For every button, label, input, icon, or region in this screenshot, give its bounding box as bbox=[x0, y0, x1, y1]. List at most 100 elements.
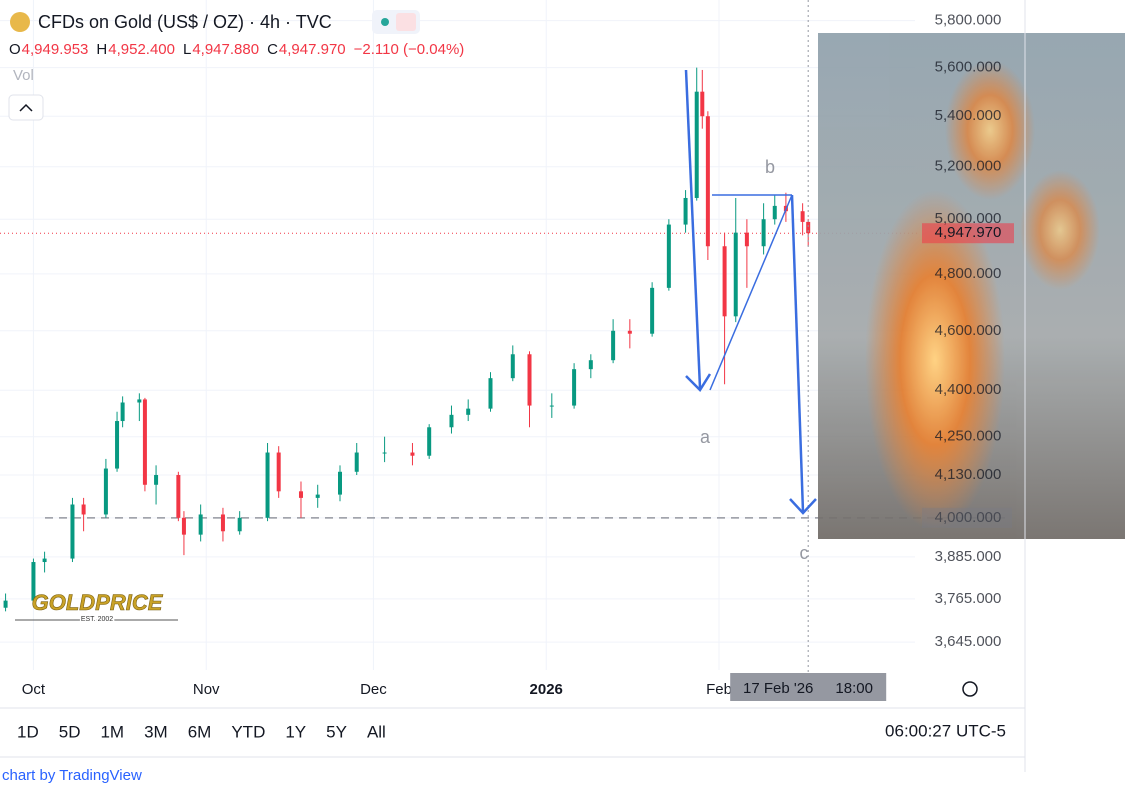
candle-body bbox=[176, 475, 181, 518]
crosshair-time: 18:00 bbox=[835, 680, 873, 697]
bottom-bar: 06:00:27 UTC-5 chart by TradingView Oct N… bbox=[0, 0, 1026, 784]
status-icon bbox=[396, 13, 416, 31]
photo-fire bbox=[1020, 170, 1100, 290]
settings-icon[interactable] bbox=[962, 681, 978, 697]
y-tick-label: 5,000.000 bbox=[935, 210, 1002, 227]
arrow-head bbox=[789, 498, 817, 515]
wave-label: a bbox=[700, 427, 711, 447]
x-tick-label: Oct bbox=[22, 681, 46, 698]
symbol-icon bbox=[10, 12, 30, 32]
x-tick-label: Feb bbox=[706, 681, 732, 698]
ohlc-key: H bbox=[96, 41, 107, 58]
candle-body bbox=[572, 369, 577, 406]
candle-body bbox=[800, 211, 805, 222]
y-tick-label: 4,250.000 bbox=[935, 428, 1002, 445]
candle-body bbox=[549, 405, 554, 407]
ohlc-key: O bbox=[9, 41, 21, 58]
candle-body bbox=[70, 504, 75, 559]
volume-label: Vol bbox=[13, 67, 34, 84]
candle-body bbox=[42, 558, 47, 563]
candle-body bbox=[276, 452, 281, 492]
x-tick-label: 2026 bbox=[530, 681, 563, 698]
x-tick-label: Nov bbox=[193, 681, 220, 698]
candle-body bbox=[198, 514, 203, 535]
change: −2.110 (−0.04%) bbox=[354, 41, 465, 58]
candle-body bbox=[466, 408, 471, 415]
y-axis: 5,800.000 5,600.000 5,400.000 5,200.000 5,00… bbox=[922, 12, 1014, 650]
candle-body bbox=[142, 399, 147, 485]
candle-body bbox=[700, 91, 705, 117]
ohlc-key: L bbox=[183, 41, 191, 58]
y-tick-label: 5,400.000 bbox=[935, 107, 1002, 124]
range-button[interactable]: 5D bbox=[59, 722, 81, 741]
candle-body bbox=[694, 91, 699, 198]
range-button[interactable]: All bbox=[367, 722, 386, 741]
wave-label: c bbox=[800, 543, 809, 563]
candle-body bbox=[527, 354, 532, 406]
range-button[interactable]: YTD bbox=[231, 722, 265, 741]
candle-body bbox=[120, 402, 125, 422]
candle-body bbox=[488, 378, 493, 409]
candle-body bbox=[588, 360, 593, 370]
photo-overlay bbox=[818, 33, 1125, 539]
candle-body bbox=[650, 287, 655, 334]
status-dot bbox=[381, 18, 389, 26]
y-tick-label: 5,600.000 bbox=[935, 59, 1002, 76]
credit[interactable]: chart by TradingView bbox=[2, 767, 142, 784]
arrow-head bbox=[685, 373, 712, 392]
candle-body bbox=[137, 399, 142, 403]
candle-body bbox=[733, 232, 738, 317]
candle-body bbox=[382, 452, 387, 454]
range-button[interactable]: 1M bbox=[100, 722, 124, 741]
range-button[interactable]: 1D bbox=[17, 722, 39, 741]
candle-body bbox=[683, 197, 688, 225]
photo-fire bbox=[865, 190, 1005, 530]
y-tick-label: 4,600.000 bbox=[935, 322, 1002, 339]
y-tick-label: 4,000.000 bbox=[935, 509, 1002, 526]
candle-body bbox=[115, 421, 120, 469]
range-button[interactable]: 6M bbox=[188, 722, 212, 741]
watermark: GOLDPRICE bbox=[32, 590, 164, 615]
candle-body bbox=[354, 452, 359, 472]
candle-body bbox=[237, 517, 242, 532]
candle-body bbox=[627, 330, 632, 334]
arrow-line bbox=[790, 194, 805, 513]
candle-body bbox=[611, 330, 616, 361]
candle-body bbox=[510, 354, 515, 379]
y-tick-label: 3,765.000 bbox=[935, 590, 1002, 607]
ohlc-key: C bbox=[267, 41, 278, 58]
header: CFDs on Gold (US$ / OZ) · 4h · TVC Vol O… bbox=[8, 10, 465, 121]
collapse-button[interactable] bbox=[8, 94, 44, 121]
candle-body bbox=[772, 205, 777, 220]
photo-fire bbox=[945, 60, 1035, 200]
x-tick-label: Dec bbox=[360, 681, 387, 698]
range-button[interactable]: 5Y bbox=[326, 722, 347, 741]
ohlc-value: 4,952.400 bbox=[108, 41, 175, 58]
y-tick-label: 4,130.000 bbox=[935, 466, 1002, 483]
y-tick-label: 4,400.000 bbox=[935, 381, 1002, 398]
range-button[interactable]: 1Y bbox=[285, 722, 306, 741]
crosshair-label-bg bbox=[730, 673, 887, 701]
y-tick-label: 4,800.000 bbox=[935, 265, 1002, 282]
candle-body bbox=[449, 414, 454, 428]
watermark-sub: EST. 2002 bbox=[81, 616, 113, 623]
candle-body bbox=[806, 221, 811, 234]
candle-body bbox=[181, 517, 186, 535]
crosshair-date: 17 Feb '26 bbox=[743, 680, 813, 697]
drawings: a b c bbox=[684, 69, 817, 563]
last-price-label-bg bbox=[922, 223, 1014, 244]
candle-body bbox=[154, 475, 159, 485]
range-button[interactable]: 3M bbox=[144, 722, 168, 741]
candle-body bbox=[103, 468, 108, 515]
ohlc-value: 4,947.970 bbox=[279, 41, 346, 58]
trend-line bbox=[709, 194, 793, 391]
candle-body bbox=[31, 562, 36, 601]
candle-body bbox=[427, 427, 432, 456]
candle-body bbox=[722, 246, 727, 317]
ohlc-value: 4,947.880 bbox=[192, 41, 259, 58]
candle-body bbox=[298, 491, 303, 498]
arrow-line bbox=[684, 69, 702, 389]
candle-body bbox=[761, 219, 766, 247]
wave-label: b bbox=[765, 157, 775, 177]
candle-body bbox=[666, 224, 671, 288]
